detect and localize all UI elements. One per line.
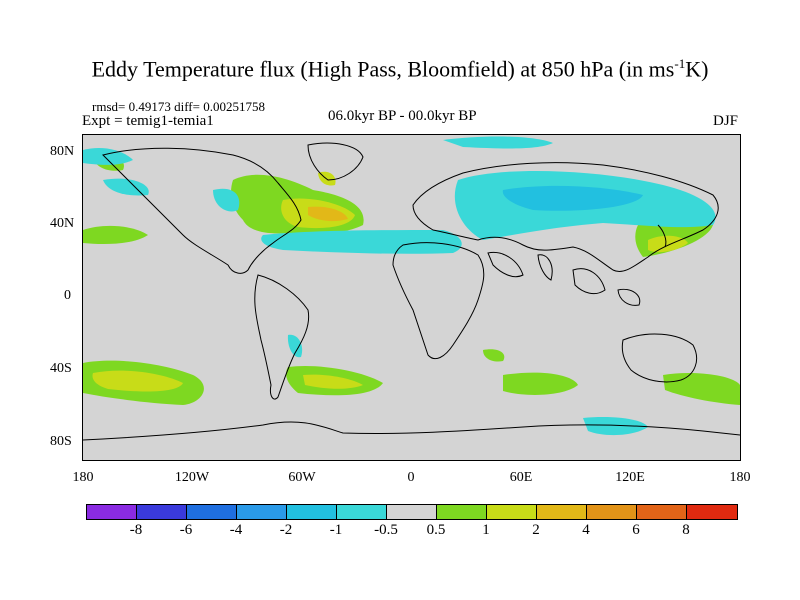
colorbar-swatch	[587, 505, 637, 519]
coast-eurasia	[412, 162, 719, 272]
map-plot	[83, 136, 740, 441]
field-neg-arctic	[443, 136, 553, 149]
coast-greenland	[307, 142, 364, 181]
coast-south-america	[254, 274, 310, 400]
field-pos-south-indian-west	[483, 349, 505, 362]
field-neg-atlantic-band	[261, 230, 462, 254]
colorbar-tick-label: -1	[329, 522, 343, 538]
field-neg-north-pacific	[83, 148, 133, 165]
colorbar-swatch	[287, 505, 337, 519]
field-pos-south-atlantic-core	[303, 374, 363, 389]
colorbar-swatch	[487, 505, 537, 519]
colorbar-swatch	[437, 505, 487, 519]
field-pos-australia	[663, 373, 740, 405]
xtick-label: 60E	[509, 470, 533, 485]
colorbar-tick-label: 1	[482, 522, 490, 538]
map-panel	[82, 134, 741, 461]
title-end: K)	[685, 56, 709, 82]
colorbar-tick-label: -4	[229, 522, 243, 538]
field-pos-south-indian	[503, 372, 578, 395]
chart-title: Eddy Temperature flux (High Pass, Bloomf…	[0, 56, 800, 82]
ytick-label: 40S	[50, 361, 72, 376]
ytick-label: 80S	[50, 434, 72, 449]
colorbar-swatch	[87, 505, 137, 519]
coast-japan	[657, 224, 667, 248]
colorbar-tick-label: 0.5	[426, 522, 446, 538]
colorbar-tick-label: -2	[279, 522, 293, 538]
colorbar-swatch	[687, 505, 737, 519]
coast-australia	[621, 333, 697, 383]
field-neg-siberia-core	[502, 185, 643, 211]
experiment-label: Expt = temig1-temia1	[82, 113, 214, 129]
field-neg-south-america	[287, 334, 303, 358]
colorbar-tick-label: -0.5	[374, 522, 398, 538]
xtick-label: 0	[407, 470, 415, 485]
xtick-label: 180	[729, 470, 751, 485]
colorbar-swatch	[237, 505, 287, 519]
colorbar	[86, 504, 738, 520]
colorbar-swatch	[637, 505, 687, 519]
colorbar-tick-label: 6	[632, 522, 640, 538]
title-superscript: -1	[674, 56, 686, 71]
stats-text: rmsd= 0.49173 diff= 0.00251758	[92, 99, 265, 114]
field-pos-north-atlantic-max	[308, 206, 348, 222]
xtick-label: 120W	[174, 470, 210, 485]
xtick-label: 180	[72, 470, 94, 485]
coastlines	[83, 142, 740, 441]
xtick-label: 60W	[288, 470, 316, 485]
xtick-label: 120E	[615, 470, 645, 485]
coast-north-america	[102, 147, 302, 274]
title-main: Eddy Temperature flux (High Pass, Bloomf…	[91, 56, 675, 82]
field-neg-atlantic-east	[103, 178, 149, 196]
field-pos-south-pacific-core	[92, 370, 183, 392]
colorbar-swatch	[387, 505, 437, 519]
colorbar-tick-label: -8	[129, 522, 143, 538]
coast-africa	[392, 242, 485, 360]
colorbar-tick-label: 2	[532, 522, 540, 538]
colorbar-swatch	[137, 505, 187, 519]
ytick-label: 80N	[50, 144, 75, 159]
field-neg-canada	[213, 188, 240, 212]
colorbar-tick-label: -6	[179, 522, 193, 538]
ytick-label: 0	[64, 288, 71, 303]
field-pos-na-west	[83, 225, 148, 245]
anomaly-fields	[83, 136, 740, 436]
ytick-label: 40N	[50, 216, 75, 231]
colorbar-swatch	[187, 505, 237, 519]
coast-arabia-india	[487, 251, 553, 281]
period-label: 06.0kyr BP - 00.0kyr BP	[328, 108, 477, 124]
season-label: DJF	[712, 113, 738, 129]
field-pos-pacific-nw-core	[648, 235, 688, 253]
coast-antarctica	[83, 421, 740, 441]
coast-se-asia	[572, 268, 641, 306]
colorbar-swatch	[537, 505, 587, 519]
colorbar-tick-label: 8	[682, 522, 690, 538]
colorbar-swatch	[337, 505, 387, 519]
field-neg-southern-ocean	[583, 417, 648, 436]
colorbar-tick-label: 4	[582, 522, 590, 538]
